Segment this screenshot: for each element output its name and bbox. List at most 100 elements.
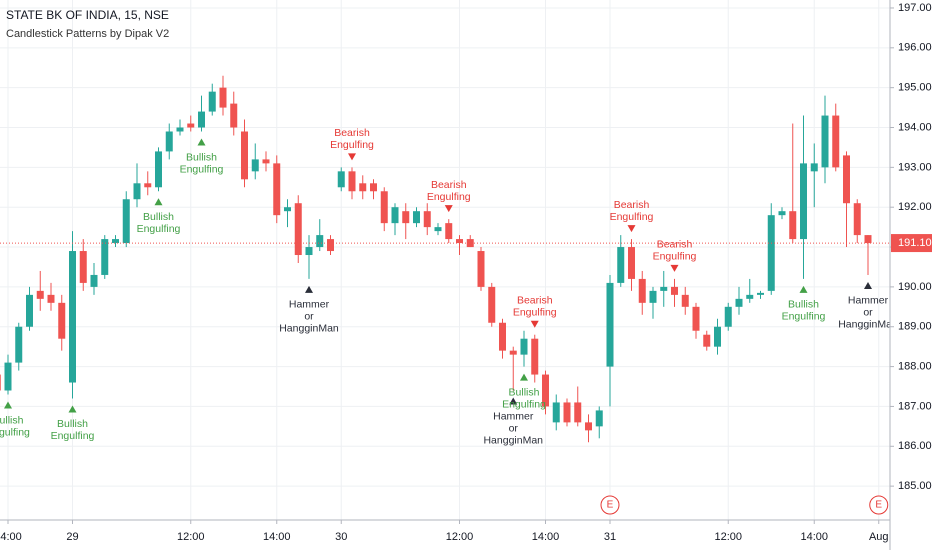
candle-body bbox=[746, 294, 754, 299]
candle-body bbox=[122, 199, 130, 244]
last-price-box bbox=[891, 234, 932, 253]
pattern-label: Bearish bbox=[657, 239, 693, 251]
candle-body bbox=[79, 251, 87, 283]
x-tick-label: 12:00 bbox=[714, 531, 742, 543]
candle-body bbox=[789, 211, 797, 240]
candle-body bbox=[542, 374, 549, 407]
x-tick-label: 14:00 bbox=[800, 531, 828, 543]
candle-body bbox=[638, 278, 646, 303]
candle-body bbox=[144, 183, 152, 188]
candle-body bbox=[337, 171, 345, 188]
pattern-marker bbox=[348, 153, 356, 161]
pattern-label: Bearish bbox=[334, 127, 370, 139]
candle-body bbox=[294, 203, 302, 256]
candle-body bbox=[692, 306, 700, 331]
candle-body bbox=[595, 410, 603, 427]
candle-body bbox=[26, 294, 33, 327]
pattern-label: Bullish bbox=[143, 211, 174, 223]
chart-subtitle: Candlestick Patterns by Dipak V2 bbox=[6, 28, 169, 40]
candle-body bbox=[241, 131, 248, 180]
candle-body bbox=[606, 282, 614, 367]
candle-body bbox=[230, 103, 238, 128]
y-tick-label: 197.00 bbox=[898, 2, 932, 14]
candle-body bbox=[198, 111, 205, 128]
pattern-label: Engulfing bbox=[782, 311, 826, 323]
pattern-marker bbox=[68, 405, 77, 413]
pattern-label: Engulfing bbox=[610, 211, 654, 223]
candle-body bbox=[327, 239, 334, 252]
pattern-label: or bbox=[509, 422, 519, 434]
pattern-marker bbox=[530, 320, 539, 328]
y-tick-label: 195.00 bbox=[898, 82, 932, 94]
candle-body bbox=[714, 326, 721, 347]
pattern-marker bbox=[799, 285, 808, 293]
y-tick-label: 193.00 bbox=[898, 161, 932, 173]
candle-body bbox=[477, 251, 485, 287]
candle-body bbox=[348, 171, 356, 192]
event-marker bbox=[600, 495, 620, 515]
pattern-marker bbox=[520, 373, 528, 381]
y-tick-label: 185.00 bbox=[898, 480, 932, 492]
candle-body bbox=[47, 294, 55, 303]
candle-body bbox=[101, 239, 109, 275]
pattern-label: HangginMan bbox=[483, 434, 543, 446]
candle-body bbox=[703, 334, 711, 347]
candle-body bbox=[456, 239, 463, 244]
candle-body bbox=[380, 191, 388, 224]
pattern-label: Engulfing bbox=[513, 306, 557, 318]
pattern-label: Bullish bbox=[57, 418, 88, 430]
candle-body bbox=[251, 159, 259, 172]
candle-body bbox=[219, 87, 227, 108]
pattern-marker bbox=[197, 138, 206, 146]
pattern-label: Bearish bbox=[517, 294, 553, 306]
candle-body bbox=[724, 306, 732, 327]
candle-body bbox=[0, 374, 1, 391]
candle-body bbox=[423, 211, 431, 228]
pattern-label: Bullish bbox=[788, 299, 819, 311]
candle-body bbox=[778, 211, 786, 216]
pattern-label: HangginMan bbox=[279, 323, 339, 335]
y-tick-label: 188.00 bbox=[898, 360, 932, 372]
candle-body bbox=[4, 362, 12, 391]
x-tick-label: 29 bbox=[66, 531, 78, 543]
candle-body bbox=[735, 298, 743, 307]
candle-body bbox=[649, 290, 657, 303]
candle-body bbox=[509, 350, 517, 355]
event-label: E bbox=[607, 500, 614, 511]
x-tick-label: 14:00 bbox=[263, 531, 291, 543]
pattern-marker bbox=[444, 205, 453, 213]
candle-body bbox=[187, 123, 195, 128]
candle-body bbox=[520, 338, 528, 355]
x-tick-label: 14:00 bbox=[0, 531, 22, 543]
candle-body bbox=[574, 402, 582, 423]
x-tick-label: 12:00 bbox=[446, 531, 474, 543]
pattern-marker bbox=[154, 198, 163, 206]
candle-body bbox=[552, 402, 560, 423]
candle-body bbox=[660, 286, 668, 291]
candle-body bbox=[176, 127, 184, 132]
y-tick-label: 189.00 bbox=[898, 321, 932, 333]
candle-body bbox=[69, 251, 76, 383]
candle-body bbox=[800, 163, 807, 240]
candle-body bbox=[15, 326, 23, 363]
y-tick-label: 187.00 bbox=[898, 400, 932, 412]
candle-body bbox=[208, 91, 216, 112]
candle-body bbox=[305, 247, 313, 256]
pattern-label: Bullish bbox=[186, 151, 217, 163]
pattern-label: Hammer bbox=[493, 410, 534, 422]
pattern-label: Bearish bbox=[431, 179, 467, 191]
pattern-label: or bbox=[304, 311, 314, 323]
pattern-label: Engulfing bbox=[137, 223, 181, 235]
candle-body bbox=[434, 227, 442, 232]
candle-body bbox=[681, 294, 689, 307]
last-price-label: 191.10 bbox=[898, 237, 932, 249]
candle-body bbox=[767, 215, 775, 291]
pattern-label: Engulfing bbox=[502, 398, 546, 410]
x-tick-label: 31 bbox=[604, 531, 616, 543]
pattern-marker bbox=[305, 285, 313, 293]
pattern-marker bbox=[4, 401, 12, 409]
y-tick-label: 190.00 bbox=[898, 281, 932, 293]
candle-body bbox=[853, 203, 861, 236]
pattern-label: Hammer bbox=[848, 295, 889, 307]
